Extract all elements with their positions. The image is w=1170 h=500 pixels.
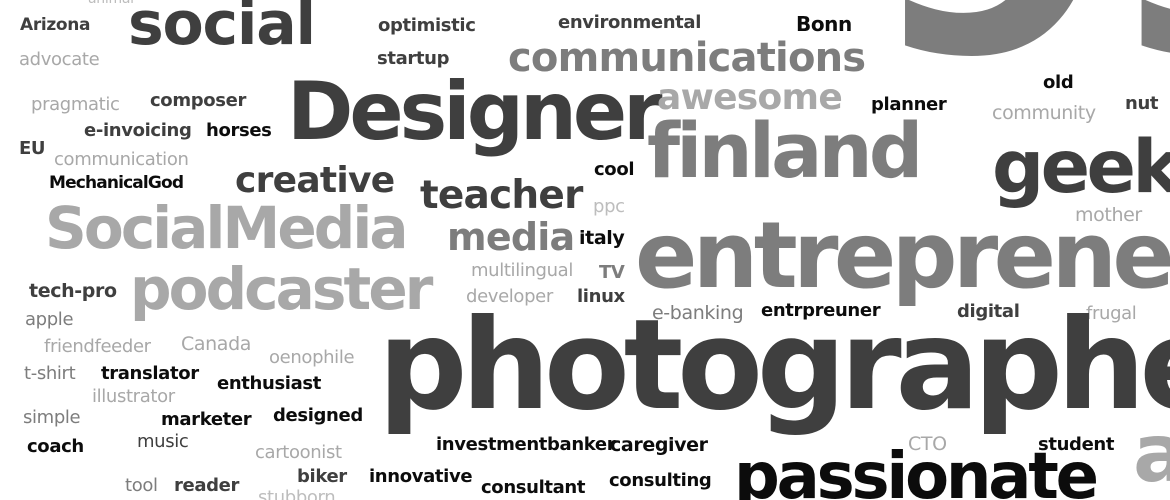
cloud-word-oenophile: oenophile	[269, 347, 355, 368]
cloud-word-innovative: innovative	[369, 466, 473, 487]
cloud-word-friendfeeder: friendfeeder	[44, 336, 151, 357]
cloud-word-linux: linux	[577, 286, 625, 307]
cloud-word-a: a	[1133, 407, 1170, 500]
cloud-word-simple: simple	[23, 407, 81, 428]
cloud-word-canada: Canada	[181, 333, 252, 355]
cloud-word-nut: nut	[1125, 93, 1159, 114]
cloud-word-designer: Designer	[287, 65, 663, 158]
cloud-word-photographer: photographer	[378, 293, 1170, 438]
cloud-word-reader: reader	[174, 475, 240, 496]
cloud-word-bonn: Bonn	[796, 12, 852, 36]
cloud-word-entrpreuner: entrpreuner	[761, 300, 881, 321]
cloud-word-awesome: awesome	[657, 77, 843, 118]
cloud-word-passionate: passionate	[734, 440, 1099, 500]
cloud-word-creative: creative	[235, 160, 395, 201]
cloud-word-giant: 99	[870, 0, 1170, 105]
cloud-word-advocate: advocate	[19, 49, 100, 70]
cloud-word-social: social	[128, 0, 316, 59]
cloud-word-enthusiast: enthusiast	[217, 373, 322, 394]
cloud-word-tv: TV	[599, 262, 625, 283]
cloud-word-multilingual: multilingual	[471, 260, 573, 281]
cloud-word-optimistic: optimistic	[378, 15, 476, 36]
cloud-word-communications: communications	[508, 35, 866, 81]
cloud-word-horses: horses	[206, 120, 272, 141]
cloud-word-pragmatic: pragmatic	[31, 94, 120, 115]
cloud-word-apple: apple	[25, 309, 74, 330]
cloud-word-tool: tool	[125, 475, 158, 496]
cloud-word-arizona: Arizona	[20, 15, 91, 35]
cloud-word-consulting: consulting	[609, 470, 712, 491]
cloud-word-consultant: consultant	[481, 477, 586, 498]
cloud-word-coach: coach	[27, 436, 84, 457]
cloud-word-tech-pro: tech-pro	[29, 280, 117, 302]
cloud-word-marketer: marketer	[161, 409, 252, 430]
cloud-word-planner: planner	[871, 94, 947, 115]
cloud-word-frugal: frugal	[1086, 303, 1137, 324]
cloud-word-eu: EU	[19, 138, 46, 159]
cloud-word-socialmedia: SocialMedia	[45, 194, 408, 262]
cloud-word-music: music	[137, 431, 189, 452]
cloud-word-entrepreneur: entrepreneur	[635, 202, 1170, 309]
cloud-word-digital: digital	[957, 301, 1020, 322]
cloud-word-illustrator: illustrator	[92, 386, 175, 407]
cloud-word-developer: developer	[466, 286, 553, 307]
cloud-word-mechanicalgod: MechanicalGod	[49, 173, 184, 193]
cloud-word-old: old	[1043, 72, 1074, 93]
cloud-word-podcaster: podcaster	[130, 255, 433, 323]
cloud-word-startup: startup	[377, 48, 450, 69]
cloud-word-finland: finland	[647, 106, 923, 195]
cloud-word-t-shirt: t-shirt	[24, 363, 76, 384]
cloud-word-caregiver: caregiver	[610, 434, 708, 456]
cloud-word-teacher: teacher	[420, 173, 583, 218]
cloud-word-geek: geek	[992, 125, 1170, 210]
cloud-word-composer: composer	[150, 90, 246, 111]
cloud-word-investmentbanker: investmentbanker	[436, 434, 616, 455]
cloud-word-stubborn: stubborn	[258, 487, 336, 500]
cloud-word-media: media	[447, 215, 575, 259]
cloud-word-ppc: ppc	[593, 196, 625, 217]
cloud-word-environmental: environmental	[558, 12, 702, 33]
cloud-word-biker: biker	[297, 466, 347, 487]
cloud-word-e-banking: e-banking	[652, 302, 744, 324]
cloud-word-cartoonist: cartoonist	[255, 442, 342, 463]
cloud-word-community: community	[992, 102, 1096, 124]
cloud-word-cto: CTO	[908, 433, 947, 455]
cloud-word-mother: mother	[1075, 204, 1142, 226]
cloud-word-communication: communication	[54, 149, 189, 170]
cloud-word-e-invoicing: e-invoicing	[84, 120, 192, 141]
cloud-word-italy: italy	[579, 227, 625, 249]
cloud-word-student: student	[1038, 434, 1115, 455]
cloud-word-cool: cool	[594, 159, 635, 180]
cloud-word-translator: translator	[101, 363, 199, 384]
cloud-word-designed: designed	[273, 405, 363, 426]
cloud-word-animal: animal	[88, 0, 134, 6]
